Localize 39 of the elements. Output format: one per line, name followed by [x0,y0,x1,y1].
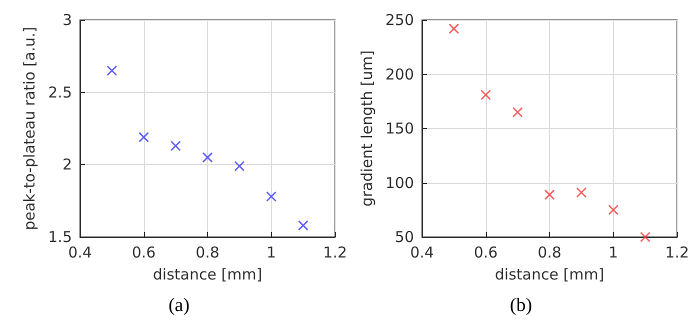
y-tick-label: 100 [385,174,414,192]
y-tick-label: 3 [62,11,72,29]
x-tick-label: 1.2 [665,244,689,262]
x-tick-label: 1 [608,244,618,262]
point [512,106,523,118]
point [106,65,118,76]
x-tick-label: 0.4 [68,244,92,262]
point [608,204,619,216]
x-tick-label: 0.4 [410,244,434,262]
x-axis-title: distance [mm] [494,266,604,284]
y-tick-label: 2.5 [48,83,72,102]
x-tick-label: 0.6 [474,244,498,262]
y-tick-label: 50 [394,228,414,246]
text: (b) [510,295,532,316]
point [448,23,460,34]
y-tick-label: 2 [62,156,72,174]
y-tick-label: 150 [385,120,414,138]
point [298,220,308,231]
point [234,160,245,172]
y-tick-label: 250 [385,11,414,29]
x-axis-title: distance [mm] [152,266,262,284]
point [170,140,181,152]
point [266,191,277,202]
x-tick-label: 0.8 [538,244,562,262]
x-tick-label: 0.6 [132,244,156,262]
y-tick-label: 1.5 [48,228,72,246]
y-tick-label: 200 [385,65,414,84]
x-tick-label: 1.2 [323,244,347,262]
point [576,187,587,198]
point [202,152,213,163]
point [640,232,650,242]
y-axis-title: peak-to-plateau ratio [a.u.] [20,26,39,230]
point [480,90,492,100]
x-tick-label: 1 [266,244,276,262]
point [544,189,555,200]
text: (a) [168,295,190,316]
point [138,132,150,142]
x-tick-label: 0.8 [196,244,220,262]
y-axis-title: gradient length [um] [358,50,376,207]
